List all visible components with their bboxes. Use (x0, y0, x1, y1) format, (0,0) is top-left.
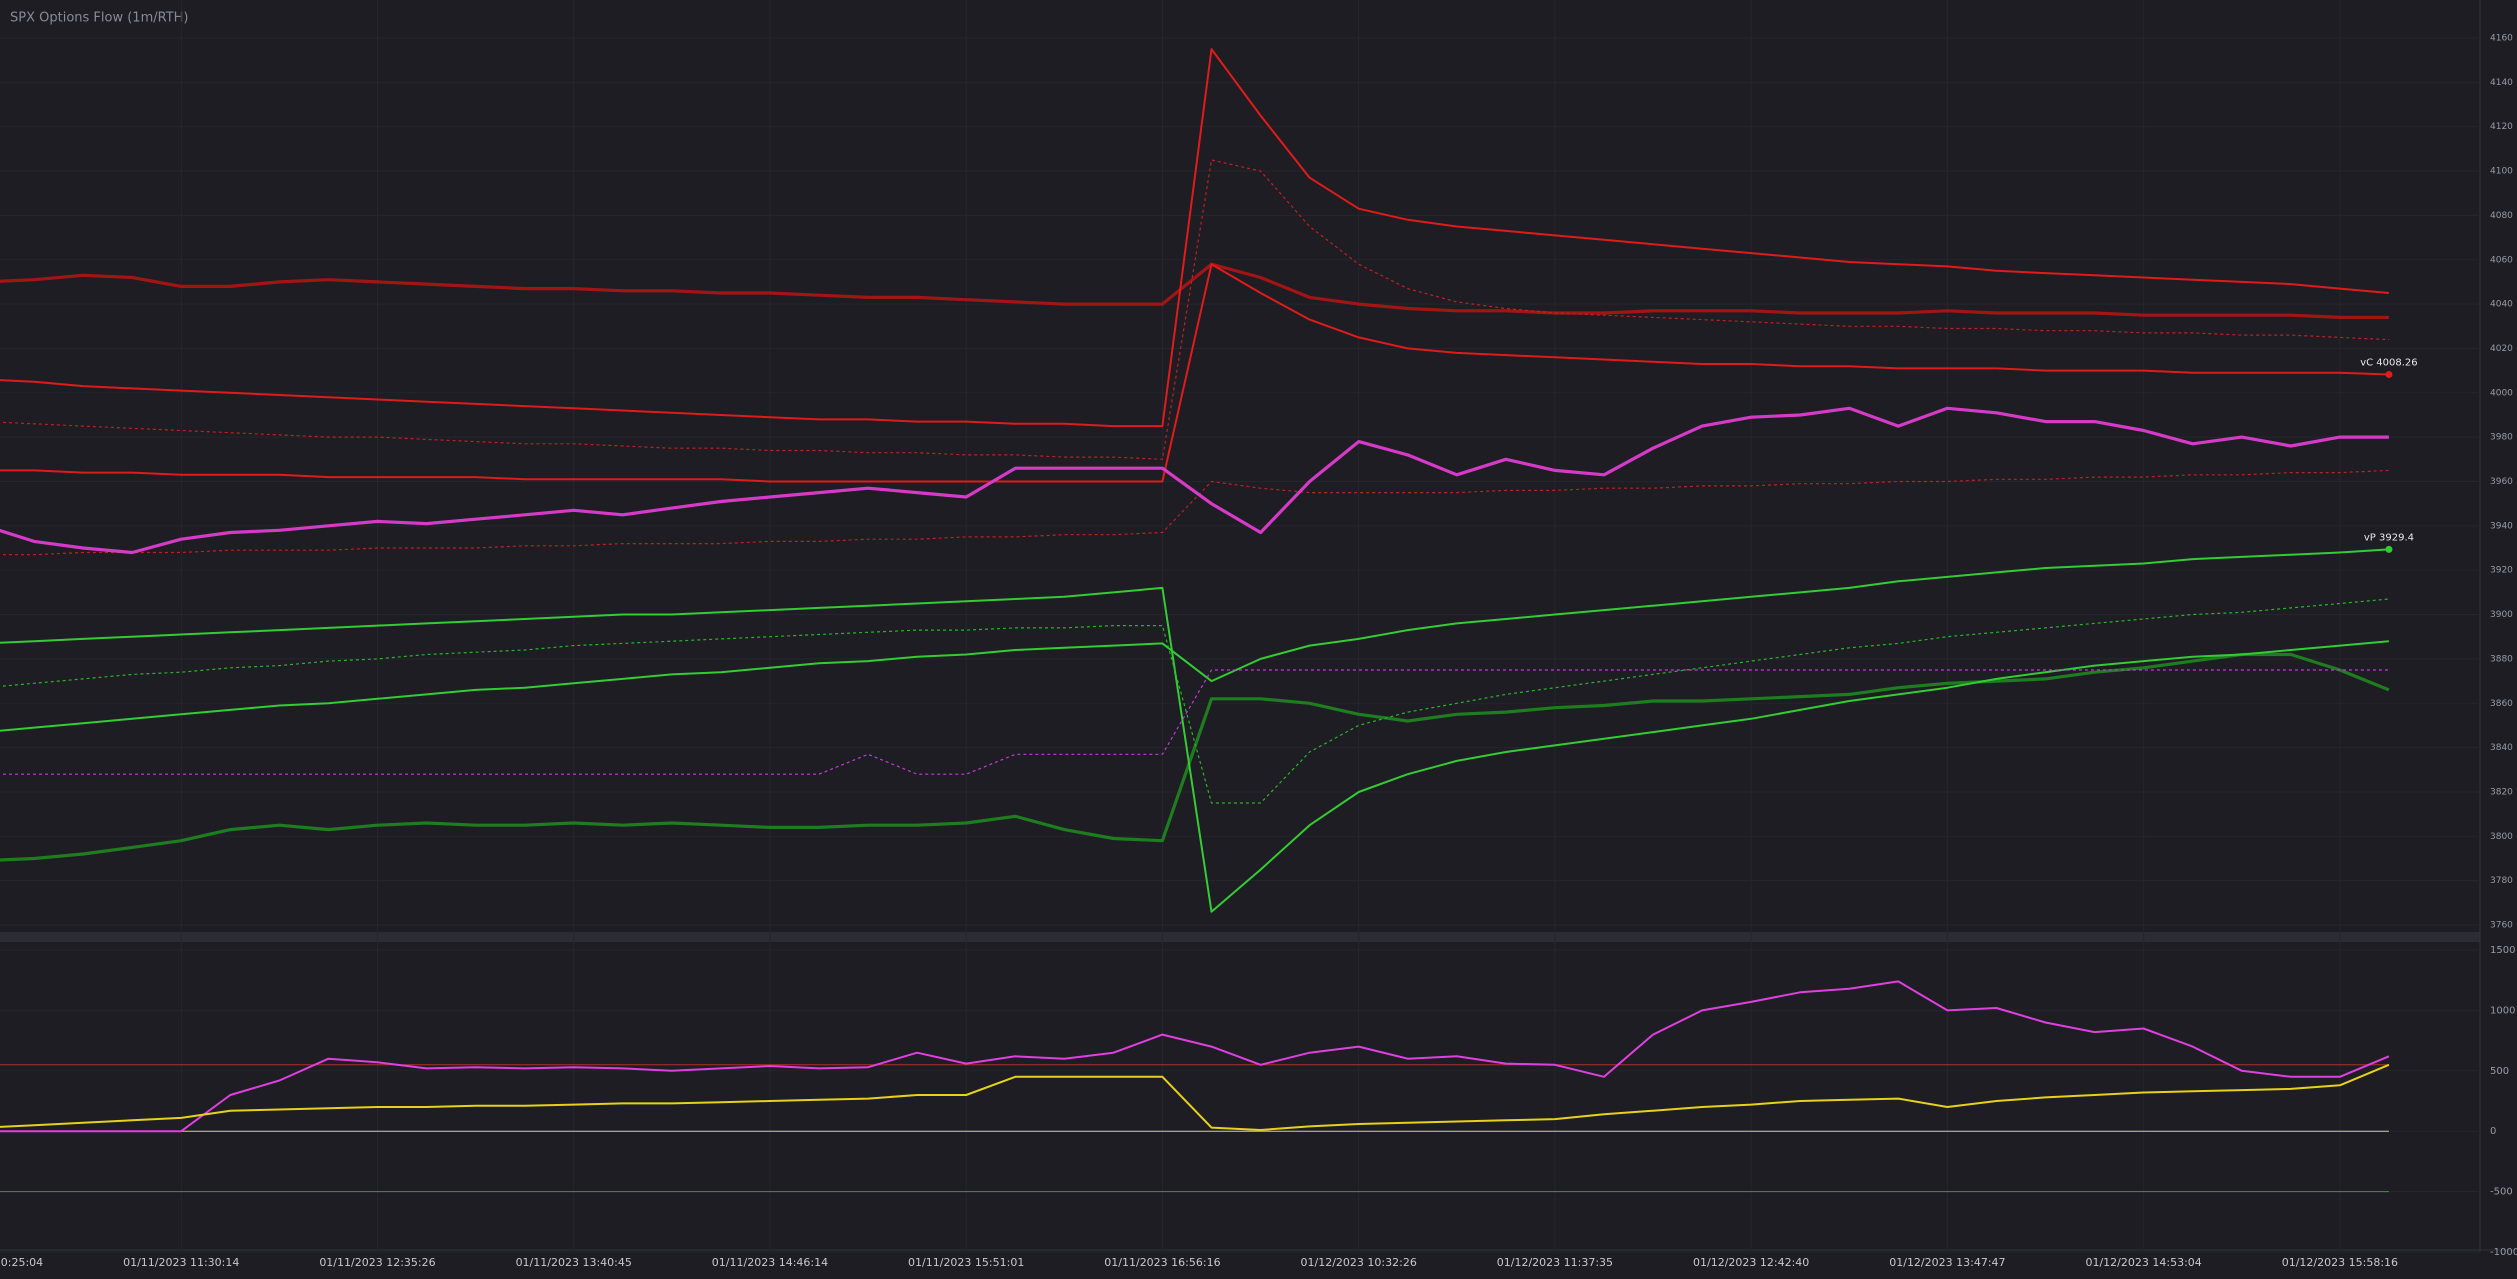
y-tick-label: 500 (2490, 1066, 2509, 1077)
x-tick-label: 01/11/2023 12:35:26 (319, 1256, 435, 1269)
y-tick-label: 4040 (2490, 300, 2513, 310)
y-tick-label: 4100 (2490, 167, 2513, 177)
y-tick-label: 3820 (2490, 787, 2513, 797)
y-tick-label: 4020 (2490, 344, 2513, 354)
y-tick-label: 1500 (2490, 945, 2515, 956)
x-tick-label: 01/12/2023 10:32:26 (1301, 1256, 1417, 1269)
y-tick-label: 0 (2490, 1126, 2496, 1137)
y-tick-label: 4140 (2490, 78, 2513, 88)
x-tick-label: 01/12/2023 14:53:04 (2085, 1256, 2201, 1269)
y-tick-label: 4060 (2490, 255, 2513, 265)
y-tick-label: 3940 (2490, 521, 2513, 531)
end-point (2385, 370, 2393, 378)
series-line (0, 1063, 2390, 1131)
y-tick-label: 1000 (2490, 1005, 2515, 1016)
y-tick-label: 3900 (2490, 610, 2513, 620)
panel-separator (0, 932, 2480, 942)
y-tick-label: 4160 (2490, 34, 2513, 44)
y-tick-label: 3860 (2490, 699, 2513, 709)
x-tick-label: 01/11/2023 13:40:45 (516, 1256, 632, 1269)
end-label: vC 4008.26 (2360, 357, 2417, 368)
series-line (0, 586, 2389, 913)
y-tick-label: 3800 (2490, 832, 2513, 842)
series-line (0, 159, 2389, 460)
x-tick-label: 01/11/2023 10:25:04 (0, 1256, 43, 1269)
end-label: vP 3929.4 (2364, 532, 2414, 543)
x-tick-label: 01/11/2023 16:56:16 (1104, 1256, 1220, 1269)
x-tick-label: 01/12/2023 15:58:16 (2282, 1256, 2398, 1269)
chart-title: SPX Options Flow (1m/RTH) (10, 11, 189, 26)
y-tick-label: -500 (2490, 1187, 2513, 1198)
series-line (0, 406, 2389, 555)
y-tick-label: 3780 (2490, 876, 2513, 886)
y-tick-label: 4000 (2490, 388, 2513, 398)
x-tick-label: 01/11/2023 15:51:01 (908, 1256, 1024, 1269)
series-line (0, 652, 2390, 862)
series-line (0, 980, 2390, 1133)
y-tick-label: -1000 (2490, 1247, 2517, 1258)
y-tick-label: 3840 (2490, 743, 2513, 753)
x-tick-label: 01/11/2023 14:46:14 (712, 1256, 828, 1269)
y-tick-label: 4080 (2490, 211, 2513, 221)
series-line (0, 469, 2389, 556)
y-tick-label: 4120 (2490, 122, 2513, 132)
series-line (0, 262, 2389, 319)
series-line (0, 669, 2389, 775)
x-tick-label: 01/12/2023 12:42:40 (1693, 1256, 1809, 1269)
y-tick-label: 3960 (2490, 477, 2513, 487)
series-line (0, 548, 2389, 732)
series-line (0, 263, 2389, 483)
x-tick-label: 01/11/2023 11:30:14 (123, 1256, 239, 1269)
end-point (2385, 545, 2393, 553)
x-tick-label: 01/12/2023 11:37:35 (1497, 1256, 1613, 1269)
y-tick-label: 3980 (2490, 433, 2513, 443)
y-tick-label: 3920 (2490, 566, 2513, 576)
y-tick-label: 3880 (2490, 654, 2513, 664)
y-tick-label: 3760 (2490, 921, 2513, 931)
series-line (0, 48, 2389, 428)
x-tick-label: 01/12/2023 13:47:47 (1889, 1256, 2005, 1269)
